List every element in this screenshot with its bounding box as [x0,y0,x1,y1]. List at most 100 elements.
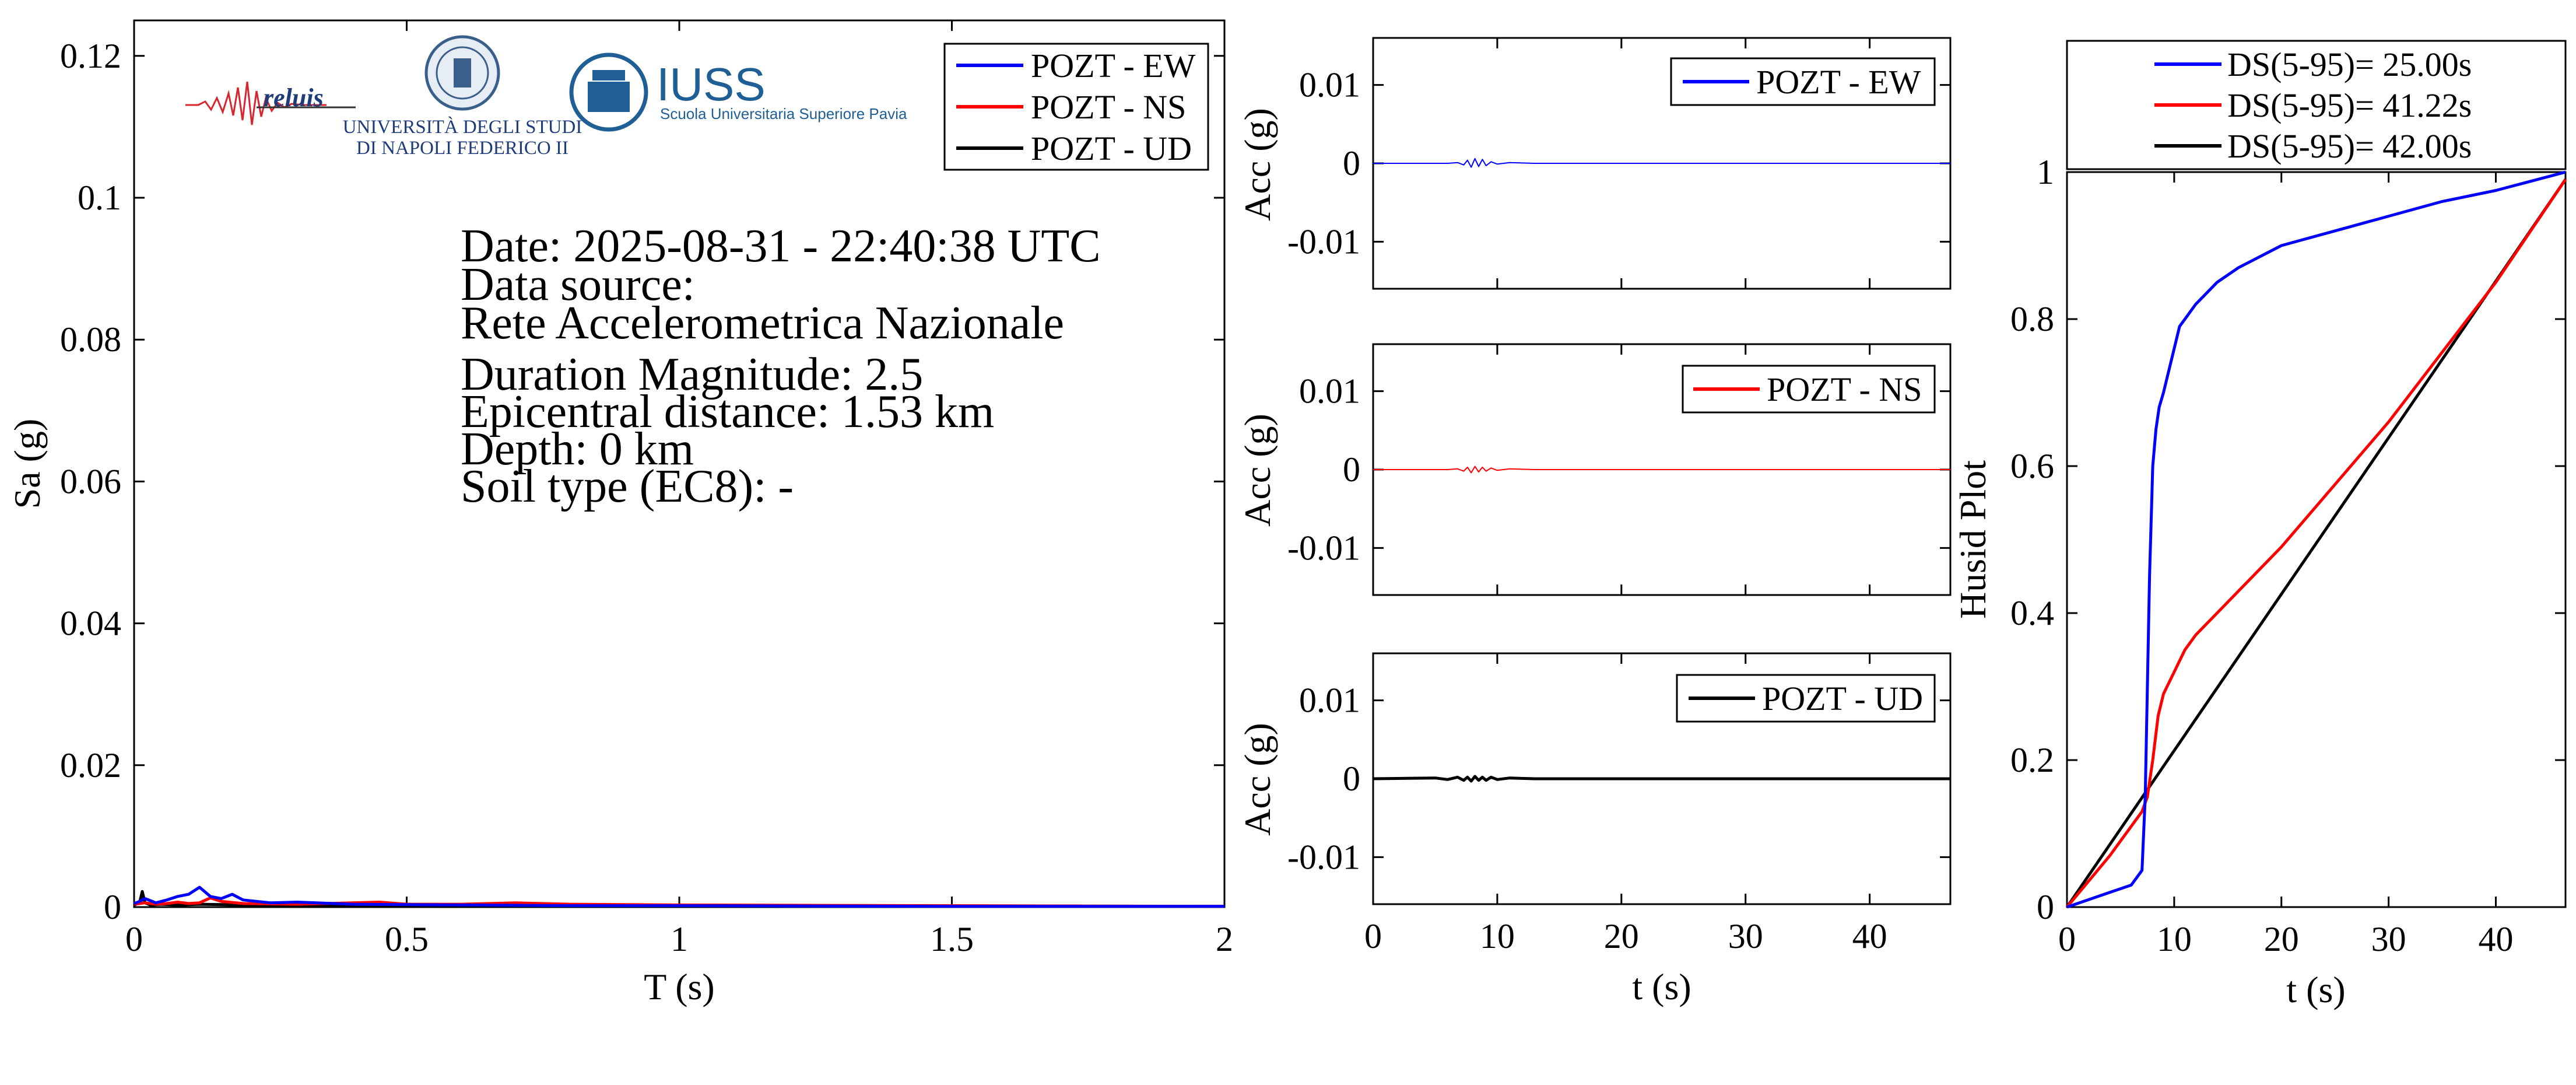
legend-label-ew: POZT - EW [1031,47,1196,85]
reluis-logo-text: reluis [264,83,324,112]
accel-ud-xtick-label: 40 [1852,917,1887,956]
accel-ns-line-pozt-ns [1373,466,1950,474]
spectrum-xtick-label: 1 [671,920,688,958]
reluis-logo: reluis [185,81,356,125]
husid-legend-box [2066,40,2567,170]
unina-logo-line1: UNIVERSITÀ DEGLI STUDI [343,116,582,138]
accel-ud-ylabel: Acc (g) [1237,723,1278,836]
accel-ud-series [1373,775,1950,783]
husid-legend-label-ns: DS(5-95)= 41.22s [2227,86,2472,124]
accel-ns-ytick-label: 0 [1343,450,1360,489]
accel-ew-series [1373,158,1950,168]
husid-xlabel: t (s) [2286,969,2345,1010]
spectrum-ytick-label: 0.08 [60,320,121,359]
husid-xtick-label: 40 [2478,920,2513,958]
unina-seal-inner-icon [436,46,489,100]
accel-panel-ud: 0 10 20 30 40 -0.01 0 0.01 Acc (g) POZT - UD t … [1237,652,1952,1007]
accel-ud-xtick-label: 0 [1364,917,1382,956]
accel-panel-ns: -0.01 0 0.01 Acc (g) POZT - NS [1237,343,1952,596]
husid-ticks: 0 10 20 30 40 0 0.2 0.4 0.6 0.8 1 [2010,153,2566,958]
iuss-logo: IUSS Scuola Universitaria Superiore Pavi… [569,52,907,132]
husid-xtick-label: 10 [2157,920,2192,958]
soil-type: Soil type (EC8): - [461,461,794,512]
husid-ytick-label: 0.4 [2010,594,2054,632]
legend-label-ud: POZT - UD [1031,130,1192,167]
accel-ns-ticks: -0.01 0 0.01 [1287,344,1950,595]
husid-legend: DS(5-95)= 25.00s DS(5-95)= 41.22s DS(5-9… [2066,40,2567,170]
event-date: Date: 2025-08-31 - 22:40:38 UTC [461,220,1101,272]
legend-label-ns: POZT - NS [1031,88,1186,126]
unina-logo: UNIVERSITÀ DEGLI STUDI DI NAPOLI FEDERIC… [343,35,582,159]
accel-panel-ew: -0.01 0 0.01 Acc (g) POZT - EW [1237,37,1952,290]
accel-ew-ylabel: Acc (g) [1237,108,1278,221]
spectrum-ylabel: Sa (g) [6,419,48,509]
accel-ns-series [1373,466,1950,474]
husid-line-ds-5-95-25-00s [2066,170,2566,909]
accel-xlabel: t (s) [1632,966,1691,1007]
husid-legend-label-ud: DS(5-95)= 42.00s [2227,127,2472,165]
husid-ytick-label: 0.6 [2010,447,2054,485]
spectrum-ytick-label: 0.04 [60,604,121,643]
accel-ew-ytick-label: -0.01 [1287,222,1360,261]
husid-xtick-label: 20 [2264,920,2299,958]
spectrum-ticks: 0 0.5 1 1.5 2 0 0.02 0.04 0.06 0.08 0.1 0.12 [60,20,1233,958]
accel-ns-ylabel: Acc (g) [1237,414,1278,527]
accel-ns-legend-label: POZT - NS [1767,370,1922,408]
accel-ud-legend-label: POZT - UD [1762,680,1923,718]
accel-ud-ytick-label: 0 [1343,760,1360,798]
accel-ud-xtick-label: 20 [1604,917,1639,956]
data-source-value: Rete Accelerometrica Nazionale [461,298,1064,349]
unina-logo-line2: DI NAPOLI FEDERICO II [356,138,568,159]
husid-ytick-label: 0.2 [2010,741,2054,779]
spectrum-xtick-label: 2 [1216,920,1233,958]
spectrum-xtick-label: 1.5 [930,920,974,958]
spectrum-line-pozt-ew [134,886,1224,908]
iuss-logo-subtitle: Scuola Universitaria Superiore Pavia [660,105,907,123]
hypocentral-depth: Depth: 0 km [461,424,694,475]
spectrum-ytick-label: 0 [104,888,121,926]
spectrum-panel: 0 0.5 1 1.5 200.020.040.060.080.10.12 T (s) … [6,19,1233,1007]
spectrum-ytick-label: 0.06 [60,462,121,501]
unina-seal-figure-icon [454,58,471,88]
data-source-label: Data source: [461,259,695,310]
husid-legend-label-ew: DS(5-95)= 25.00s [2227,46,2472,83]
husid-xtick-label: 30 [2371,920,2406,958]
spectrum-legend: POZT - EW POZT - NS POZT - UD [943,43,1209,171]
spectrum-ytick-label: 0.1 [78,178,121,217]
epicentral-distance: Epicentral distance: 1.53 km [461,386,994,438]
accel-ud-ytick-label: -0.01 [1287,838,1360,876]
spectrum-ytick-label: 0.02 [60,746,121,785]
accel-ew-line-pozt-ew [1373,158,1950,168]
accel-ud-ticks: 0 10 20 30 40 -0.01 0 0.01 [1287,653,1950,956]
husid-ytick-label: 0 [2037,888,2054,926]
accel-ew-legend-label: POZT - EW [1756,63,1921,101]
accel-ns-ytick-label: -0.01 [1287,528,1360,567]
accel-ud-ytick-label: 0.01 [1299,681,1360,720]
event-info: Date: 2025-08-31 - 22:40:38 UTC Data sou… [461,220,1101,512]
husid-xtick-label: 0 [2058,920,2076,958]
husid-line-ds-5-95-41-22s [2066,178,2567,908]
accel-ew-ytick-label: 0.01 [1299,66,1360,104]
iuss-building-icon [588,82,630,112]
accel-ud-xtick-label: 30 [1728,917,1763,956]
seismogram-icon [185,81,327,125]
husid-ytick-label: 1 [2037,153,2054,191]
spectrum-ytick-label: 0.12 [60,37,121,75]
accel-ud-line-pozt-ud [1373,775,1950,783]
duration-magnitude: Duration Magnitude: 2.5 [461,349,923,400]
husid-panel: 0 10 20 30 40 0 0.2 0.4 0.6 0.8 1 Husid Plot t (s)… [1952,40,2567,1010]
iuss-logo-text: IUSS [657,58,766,110]
accel-ew-ytick-label: 0 [1343,144,1360,183]
accel-ud-xtick-label: 10 [1480,917,1515,956]
husid-ylabel: Husid Plot [1952,460,1994,619]
iuss-building-roof-icon [592,70,625,80]
spectrum-xtick-label: 0.5 [385,920,429,958]
accel-ns-ytick-label: 0.01 [1299,372,1360,411]
husid-ytick-label: 0.8 [2010,300,2054,338]
spectrum-xtick-label: 0 [125,920,143,958]
spectrum-series [134,886,1225,908]
husid-series [2065,170,2567,909]
spectrum-xlabel: T (s) [644,966,714,1007]
